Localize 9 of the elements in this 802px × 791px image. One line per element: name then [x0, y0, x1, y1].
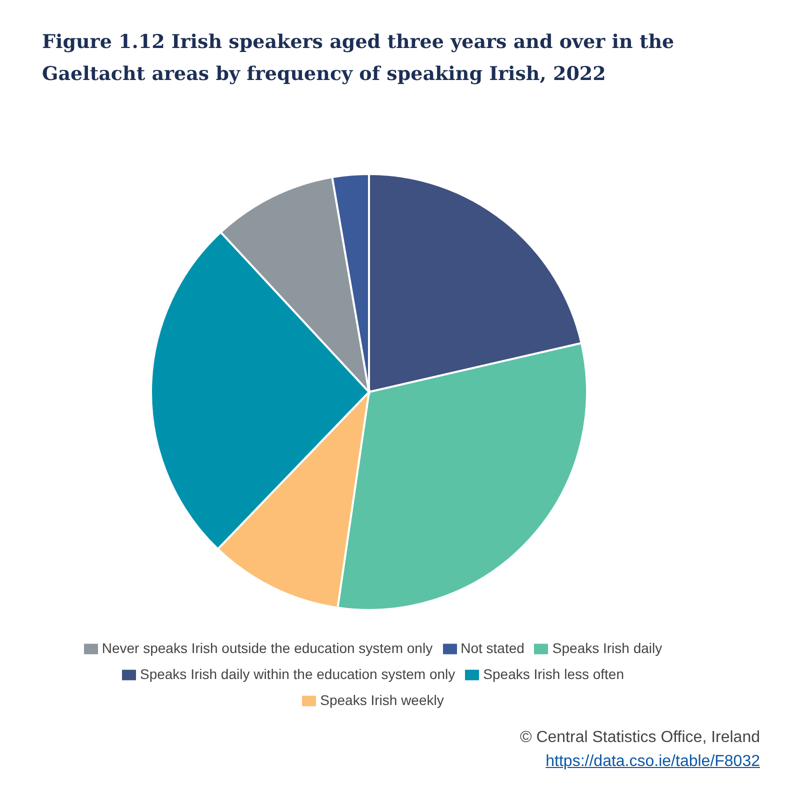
- legend-label: Never speaks Irish outside the education system only: [102, 640, 433, 656]
- legend-label: Speaks Irish daily: [552, 640, 662, 656]
- legend-label: Speaks Irish daily within the education system only: [140, 666, 456, 682]
- text: © Central Statistics Office, Ireland: [520, 728, 760, 748]
- chart-title: Figure 1.12 Irish speakers aged three years and over in the Gaeltacht areas by frequency of speaking Irish, 2022: [42, 30, 676, 87]
- legend-label: Speaks Irish weekly: [320, 692, 444, 708]
- text: https://data.cso.ie/table/F8032: [544, 752, 760, 772]
- legend-label: Not stated: [460, 640, 524, 656]
- legend-label: Speaks Irish less often: [483, 666, 624, 682]
